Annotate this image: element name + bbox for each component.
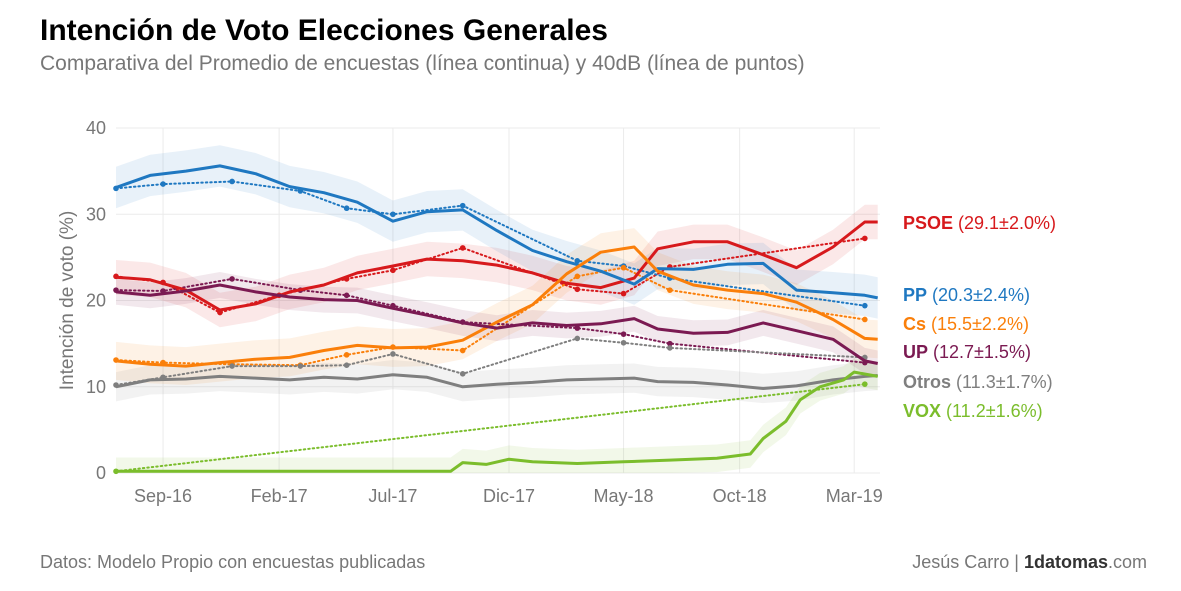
fortydb-point-cs bbox=[620, 264, 627, 271]
legend-label-up: UP (12.7±1.5%) bbox=[903, 342, 1031, 362]
chart-title: Intención de Voto Elecciones Generales bbox=[40, 14, 608, 47]
fortydb-point-cs bbox=[574, 273, 581, 280]
fortydb-line-vox bbox=[115, 383, 866, 473]
fortydb-point-psoe bbox=[459, 245, 466, 251]
y-tick-label: 40 bbox=[86, 118, 106, 138]
data-source-note: Datos: Modelo Propio con encuestas publi… bbox=[40, 552, 426, 572]
fortydb-point-up bbox=[667, 340, 673, 347]
legend-name-up: UP bbox=[903, 342, 928, 362]
fortydb-point-psoe bbox=[574, 286, 581, 293]
fortydb-point-pp bbox=[390, 211, 396, 218]
legend-label-pp: PP (20.3±2.4%) bbox=[903, 285, 1030, 305]
fortydb-point-pp bbox=[574, 258, 581, 264]
legend-label-otros: Otros (11.3±1.7%) bbox=[903, 372, 1053, 392]
fortydb-point-pp bbox=[343, 205, 350, 212]
y-tick-label: 10 bbox=[86, 377, 106, 397]
legend-value-vox: (11.2±1.6%) bbox=[941, 401, 1043, 421]
fortydb-point-up bbox=[620, 331, 627, 337]
fortydb-point-up bbox=[343, 292, 350, 299]
fortydb-point-pp bbox=[229, 178, 235, 185]
x-tick-label: Oct-18 bbox=[713, 486, 767, 506]
fortydb-point-psoe bbox=[862, 235, 868, 242]
fortydb-point-otros bbox=[667, 345, 673, 351]
average-line-otros bbox=[115, 373, 878, 390]
x-tick-label: Feb-17 bbox=[251, 486, 308, 506]
fortydb-point-otros bbox=[459, 371, 466, 377]
fortydb-point-pp bbox=[459, 202, 466, 209]
fortydb-point-cs bbox=[343, 352, 350, 358]
fortydb-point-otros bbox=[297, 363, 304, 369]
legend-value-otros: (11.3±1.7%) bbox=[951, 372, 1053, 392]
y-tick-label: 30 bbox=[86, 204, 106, 224]
fortydb-point-cs bbox=[667, 287, 673, 293]
average-line-up bbox=[115, 283, 878, 365]
fortydb-point-cs bbox=[862, 316, 868, 323]
legend-name-cs: Cs bbox=[903, 314, 926, 334]
legend-name-vox: VOX bbox=[903, 401, 941, 421]
legend-name-pp: PP bbox=[903, 285, 927, 305]
legend-value-cs: (15.5±2.2%) bbox=[926, 314, 1029, 334]
legend-label-cs: Cs (15.5±2.2%) bbox=[903, 314, 1029, 334]
x-tick-label: Dic-17 bbox=[483, 486, 535, 506]
fortydb-point-up bbox=[229, 276, 235, 282]
fortydb-point-up bbox=[574, 325, 581, 331]
brand-name: 1datomas bbox=[1023, 552, 1108, 572]
legend-value-up: (12.7±1.5%) bbox=[928, 342, 1031, 362]
fortydb-point-otros bbox=[620, 339, 627, 346]
fortydb-point-psoe bbox=[390, 267, 396, 274]
fortydb-point-otros bbox=[390, 351, 396, 357]
x-tick-label: Sep-16 bbox=[134, 486, 192, 506]
fortydb-point-pp bbox=[862, 302, 868, 309]
author-name: Jesús Carro | bbox=[912, 552, 1024, 572]
legend-value-pp: (20.3±2.4%) bbox=[927, 285, 1030, 305]
x-tick-label: Jul-17 bbox=[368, 486, 417, 506]
average-line-pp bbox=[115, 164, 878, 300]
y-axis-title: Intención de voto (%) bbox=[57, 211, 78, 391]
author-credit: Jesús Carro | 1datomas.com bbox=[912, 552, 1147, 573]
fortydb-point-vox bbox=[862, 381, 868, 387]
x-tick-label: Mar-19 bbox=[826, 486, 883, 506]
legend-name-otros: Otros bbox=[903, 372, 951, 392]
confidence-band-cs bbox=[116, 228, 878, 385]
legend-label-psoe: PSOE (29.1±2.0%) bbox=[903, 213, 1056, 233]
average-line-vox bbox=[116, 370, 878, 473]
legend-label-vox: VOX (11.2±1.6%) bbox=[903, 401, 1043, 421]
confidence-band-otros bbox=[116, 360, 878, 404]
brand-suffix: .com bbox=[1107, 552, 1147, 572]
fortydb-point-psoe bbox=[620, 290, 627, 297]
y-tick-label: 20 bbox=[86, 291, 106, 311]
fortydb-point-pp bbox=[160, 181, 166, 187]
fortydb-point-cs bbox=[459, 347, 466, 354]
fortydb-point-otros bbox=[229, 363, 235, 369]
fortydb-point-otros bbox=[574, 335, 581, 342]
average-line-cs bbox=[115, 245, 878, 368]
fortydb-point-otros bbox=[343, 362, 350, 368]
y-tick-label: 0 bbox=[96, 463, 106, 483]
average-line-psoe bbox=[115, 220, 878, 312]
legend-value-psoe: (29.1±2.0%) bbox=[953, 213, 1056, 233]
legend-name-psoe: PSOE bbox=[903, 213, 953, 233]
chart-subtitle: Comparativa del Promedio de encuestas (l… bbox=[40, 52, 805, 75]
x-tick-label: May-18 bbox=[594, 486, 654, 506]
